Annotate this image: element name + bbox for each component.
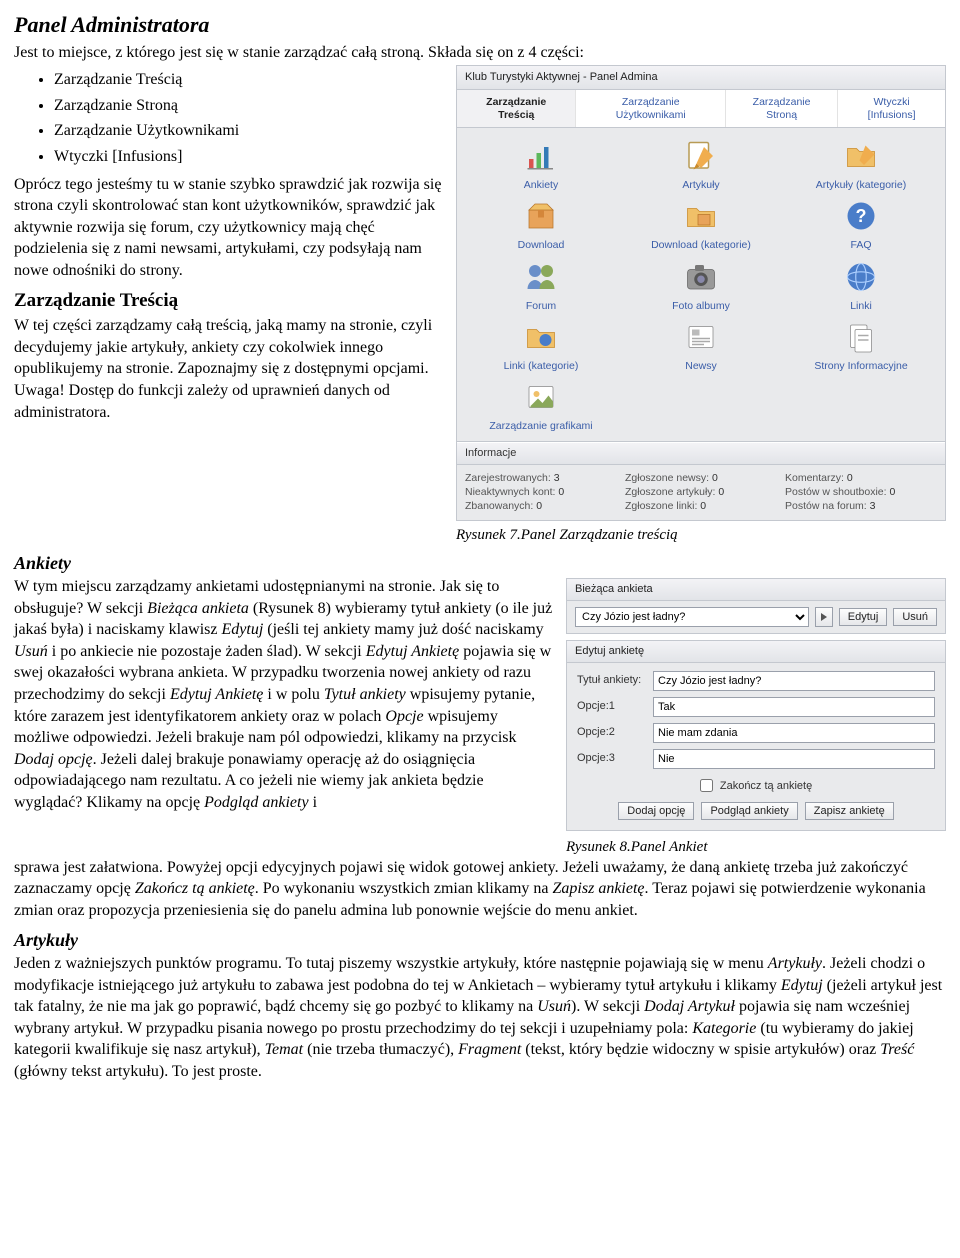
- option3-input[interactable]: [653, 749, 935, 769]
- icon-label: Linki (kategorie): [463, 359, 619, 373]
- stat-line: Postów w shoutboxie: 0: [785, 485, 937, 499]
- tab-site[interactable]: Zarządzanie Stroną: [726, 90, 838, 127]
- pages-icon: [841, 317, 881, 357]
- edit-button[interactable]: Edytuj: [839, 608, 888, 626]
- icon-cell-foto[interactable]: Foto albumy: [623, 257, 779, 313]
- icon-label: Download: [463, 238, 619, 252]
- icon-label: Linki: [783, 299, 939, 313]
- option1-input[interactable]: [653, 697, 935, 717]
- figure-caption-7: Rysunek 7.Panel Zarządzanie treścią: [456, 525, 946, 545]
- intro-text-2: Oprócz tego jesteśmy tu w stanie szybko …: [14, 174, 444, 282]
- icon-cell-artykuly[interactable]: Artykuły: [623, 136, 779, 192]
- icon-label: Artykuły (kategorie): [783, 178, 939, 192]
- figure-caption-8: Rysunek 8.Panel Ankiet: [566, 837, 946, 857]
- poll-select[interactable]: Czy Józio jest ładny?: [575, 607, 809, 627]
- stat-line: Zgłoszone linki: 0: [625, 499, 777, 513]
- go-button[interactable]: [815, 607, 833, 627]
- list-item: Zarządzanie Użytkownikami: [54, 120, 444, 142]
- stat-line: Zbanowanych: 0: [465, 499, 617, 513]
- list-item: Zarządzanie Stroną: [54, 95, 444, 117]
- icon-label: Forum: [463, 299, 619, 313]
- ankiety-body-continued: sprawa jest załatwiona. Powyżej opcji ed…: [14, 857, 946, 922]
- stat-line: Komentarzy: 0: [785, 471, 937, 485]
- delete-button[interactable]: Usuń: [893, 608, 937, 626]
- info-section-title: Informacje: [457, 442, 945, 465]
- arrow-right-icon: [819, 612, 829, 622]
- icon-label: Newsy: [623, 359, 779, 373]
- subsection-title-ankiety: Ankiety: [14, 551, 946, 575]
- globe-icon: [841, 257, 881, 297]
- intro-text-1: Jest to miejsce, z którego jest się w st…: [14, 42, 946, 64]
- admin-icon-grid: Ankiety Artykuły Artykuły (kategorie) Do…: [457, 128, 945, 441]
- camera-icon: [681, 257, 721, 297]
- edit-poll-header: Edytuj ankietę: [567, 641, 945, 663]
- people-icon: [521, 257, 561, 297]
- admin-panel-figure: Klub Turystyki Aktywnej - Panel Admina Z…: [456, 65, 946, 520]
- icon-label: Strony Informacyjne: [783, 359, 939, 373]
- admin-tabs: Zarządzanie Treścią Zarządzanie Użytkown…: [457, 90, 945, 128]
- icon-cell-strony[interactable]: Strony Informacyjne: [783, 317, 939, 373]
- feature-list: Zarządzanie Treścią Zarządzanie Stroną Z…: [14, 69, 444, 167]
- icon-cell-linki-kat[interactable]: Linki (kategorie): [463, 317, 619, 373]
- stat-line: Zgłoszone newsy: 0: [625, 471, 777, 485]
- icon-cell-artykuly-kat[interactable]: Artykuły (kategorie): [783, 136, 939, 192]
- folder-pencil-icon: [841, 136, 881, 176]
- pencil-icon: [681, 136, 721, 176]
- box-icon: [521, 196, 561, 236]
- news-icon: [681, 317, 721, 357]
- section-body-content: W tej części zarządzamy całą treścią, ja…: [14, 315, 444, 423]
- title-label: Tytuł ankiety:: [577, 673, 647, 688]
- stat-line: Zarejestrowanych: 3: [465, 471, 617, 485]
- icon-label: FAQ: [783, 238, 939, 252]
- tab-content[interactable]: Zarządzanie Treścią: [457, 90, 576, 127]
- add-option-button[interactable]: Dodaj opcję: [618, 802, 694, 820]
- poll-panel-figure: Bieżąca ankieta Czy Józio jest ładny? Ed…: [566, 578, 946, 831]
- icon-cell-newsy[interactable]: Newsy: [623, 317, 779, 373]
- stats-grid: Zarejestrowanych: 3 Nieaktywnych kont: 0…: [457, 465, 945, 520]
- option1-label: Opcje:1: [577, 699, 647, 714]
- stat-line: Zgłoszone artykuły: 0: [625, 485, 777, 499]
- option2-input[interactable]: [653, 723, 935, 743]
- section-title-content: Zarządzanie Treścią: [14, 288, 444, 314]
- tab-infusions[interactable]: Wtyczki [Infusions]: [838, 90, 945, 127]
- icon-cell-linki[interactable]: Linki: [783, 257, 939, 313]
- admin-panel-title: Klub Turystyki Aktywnej - Panel Admina: [457, 66, 945, 90]
- list-item: Wtyczki [Infusions]: [54, 146, 444, 168]
- stat-line: Nieaktywnych kont: 0: [465, 485, 617, 499]
- artykuly-body-text: Jeden z ważniejszych punktów programu. T…: [14, 953, 946, 1083]
- title-input[interactable]: [653, 671, 935, 691]
- folder-box-icon: [681, 196, 721, 236]
- close-poll-checkbox[interactable]: [700, 779, 713, 792]
- current-poll-header: Bieżąca ankieta: [567, 579, 945, 601]
- icon-cell-grafiki[interactable]: Zarządzanie grafikami: [463, 377, 619, 433]
- list-item: Zarządzanie Treścią: [54, 69, 444, 91]
- icon-label: Artykuły: [623, 178, 779, 192]
- icon-cell-ankiety[interactable]: Ankiety: [463, 136, 619, 192]
- chart-icon: [521, 136, 561, 176]
- icon-cell-download[interactable]: Download: [463, 196, 619, 252]
- tab-users[interactable]: Zarządzanie Użytkownikami: [576, 90, 725, 127]
- subsection-title-artykuly: Artykuły: [14, 928, 946, 952]
- page-title: Panel Administratora: [14, 10, 946, 40]
- option2-label: Opcje:2: [577, 725, 647, 740]
- icon-cell-forum[interactable]: Forum: [463, 257, 619, 313]
- preview-button[interactable]: Podgląd ankiety: [701, 802, 797, 820]
- close-poll-label: Zakończ tą ankietę: [720, 780, 812, 792]
- option3-label: Opcje:3: [577, 751, 647, 766]
- icon-label: Download (kategorie): [623, 238, 779, 252]
- ankiety-body-text: W tym miejscu zarządzamy ankietami udost…: [14, 576, 554, 814]
- question-icon: ?: [841, 196, 881, 236]
- icon-cell-faq[interactable]: ? FAQ: [783, 196, 939, 252]
- svg-text:?: ?: [856, 206, 867, 226]
- save-button[interactable]: Zapisz ankietę: [805, 802, 894, 820]
- icon-label: Zarządzanie grafikami: [463, 419, 619, 433]
- image-icon: [521, 377, 561, 417]
- icon-label: Ankiety: [463, 178, 619, 192]
- folder-globe-icon: [521, 317, 561, 357]
- icon-label: Foto albumy: [623, 299, 779, 313]
- stat-line: Postów na forum: 3: [785, 499, 937, 513]
- icon-cell-download-kat[interactable]: Download (kategorie): [623, 196, 779, 252]
